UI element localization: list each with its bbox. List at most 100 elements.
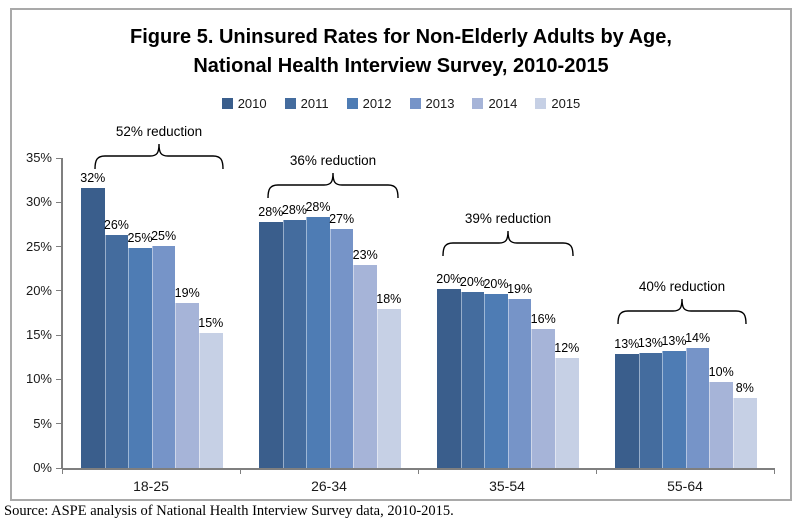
bar-value-label: 27%: [329, 211, 355, 226]
category-label-26-34: 26-34: [311, 478, 347, 494]
y-tick: [56, 334, 62, 336]
bar-value-label: 8%: [735, 381, 754, 396]
y-tick: [56, 290, 62, 292]
y-tick-label: 15%: [25, 327, 52, 343]
bar-2011-35-54: [460, 291, 485, 468]
bar-2010-26-34: [259, 221, 283, 468]
x-tick: [774, 468, 775, 474]
bar-value-label: 25%: [127, 231, 153, 246]
y-tick: [56, 378, 62, 380]
bar-2015-26-34: [377, 308, 401, 468]
legend-swatch-icon: [409, 98, 421, 109]
legend-swatch-icon: [284, 98, 296, 109]
bar-value-label: 28%: [258, 204, 284, 219]
category-label-18-25: 18-25: [133, 478, 169, 494]
bar-value-label: 26%: [103, 218, 129, 233]
bar-2011-55-64: [638, 352, 663, 468]
bar-2015-18-25: [199, 333, 223, 468]
bar-value-label: 16%: [530, 311, 556, 326]
bar-value-label: 20%: [483, 276, 509, 291]
bar-value-label: 20%: [436, 272, 462, 287]
bar-value-label: 25%: [151, 228, 177, 243]
y-tick-label: 35%: [25, 150, 52, 165]
bar-value-label: 12%: [554, 341, 580, 356]
y-tick-label: 20%: [25, 282, 52, 298]
bar-2012-35-54: [484, 293, 508, 468]
y-tick-label: 5%: [33, 415, 52, 431]
bar-value-label: 19%: [507, 281, 533, 296]
legend-label: 2014: [488, 96, 518, 111]
y-tick: [56, 467, 62, 469]
legend-item-2014: 2014: [472, 96, 517, 111]
y-tick: [56, 201, 62, 203]
bar-2013-18-25: [151, 245, 176, 468]
bar-2013-35-54: [507, 298, 532, 468]
y-tick: [56, 246, 62, 248]
y-tick-label: 30%: [25, 194, 52, 210]
chart-title-line2: National Health Interview Survey, 2010-2…: [193, 55, 609, 77]
bar-value-label: 15%: [198, 316, 224, 331]
legend-label: 2013: [425, 96, 455, 111]
bar-value-label: 19%: [174, 286, 200, 301]
legend-swatch-icon: [346, 98, 358, 109]
bar-2012-18-25: [128, 248, 152, 468]
legend-label: 2010: [237, 96, 267, 111]
bar-value-label: 28%: [305, 200, 331, 215]
legend-swatch-icon: [221, 98, 233, 109]
bar-2015-55-64: [733, 398, 757, 468]
bar-2012-26-34: [306, 217, 330, 468]
legend-swatch-icon: [535, 98, 547, 109]
x-tick: [240, 468, 241, 474]
legend-item-2015: 2015: [535, 96, 580, 111]
bar-value-label: 20%: [459, 274, 485, 289]
y-tick: [56, 423, 62, 425]
bar-value-label: 13%: [661, 334, 687, 349]
legend-swatch-icon: [472, 98, 484, 109]
y-tick: [56, 157, 62, 159]
legend-label: 2015: [551, 96, 581, 111]
annotation-label-26-34: 36% reduction: [289, 153, 377, 168]
bar-value-label: 28%: [281, 203, 307, 217]
x-tick: [418, 468, 419, 474]
bar-2013-26-34: [329, 228, 354, 468]
bar-value-label: 23%: [352, 248, 378, 263]
annotation-bracket-icon-26-34: [267, 172, 399, 199]
bar-value-label: 14%: [685, 330, 711, 345]
annotation-label-18-25: 52% reduction: [115, 124, 203, 139]
bar-2014-55-64: [709, 382, 733, 468]
bar-2014-26-34: [353, 265, 377, 468]
legend: 2010 2011 2012 2013 2014 2015: [12, 96, 790, 111]
chart-title: Figure 5. Uninsured Rates for Non-Elderl…: [12, 23, 790, 81]
bar-value-label: 13%: [637, 335, 663, 350]
bar-value-label: 18%: [376, 291, 402, 306]
y-tick-label: 25%: [25, 238, 52, 254]
bar-value-label: 10%: [708, 365, 734, 380]
bar-2011-26-34: [282, 220, 307, 468]
annotation-bracket-icon-55-64: [617, 298, 747, 325]
bar-2012-55-64: [662, 351, 686, 468]
y-axis-line: [61, 158, 63, 468]
bar-2010-35-54: [437, 289, 461, 468]
bar-2013-55-64: [685, 347, 710, 468]
bar-2010-55-64: [615, 353, 639, 468]
chart-title-line1: Figure 5. Uninsured Rates for Non-Elderl…: [130, 26, 672, 48]
annotation-label-55-64: 40% reduction: [638, 279, 726, 294]
legend-label: 2011: [300, 96, 329, 111]
category-label-55-64: 55-64: [667, 478, 703, 494]
annotation-bracket-icon-18-25: [94, 143, 224, 170]
source-note: Source: ASPE analysis of National Health…: [4, 503, 454, 519]
bar-2010-18-25: [81, 188, 105, 468]
y-tick-label: 0%: [33, 460, 52, 475]
bar-value-label: 32%: [80, 171, 106, 186]
category-label-35-54: 35-54: [489, 478, 525, 494]
x-tick: [62, 468, 63, 474]
bar-2011-18-25: [104, 235, 129, 468]
y-tick-label: 10%: [25, 371, 52, 387]
legend-item-2010: 2010: [221, 96, 267, 111]
bar-value-label: 13%: [614, 336, 640, 351]
x-tick: [596, 468, 597, 474]
annotation-bracket-icon-35-54: [442, 230, 574, 257]
legend-item-2012: 2012: [346, 96, 392, 111]
